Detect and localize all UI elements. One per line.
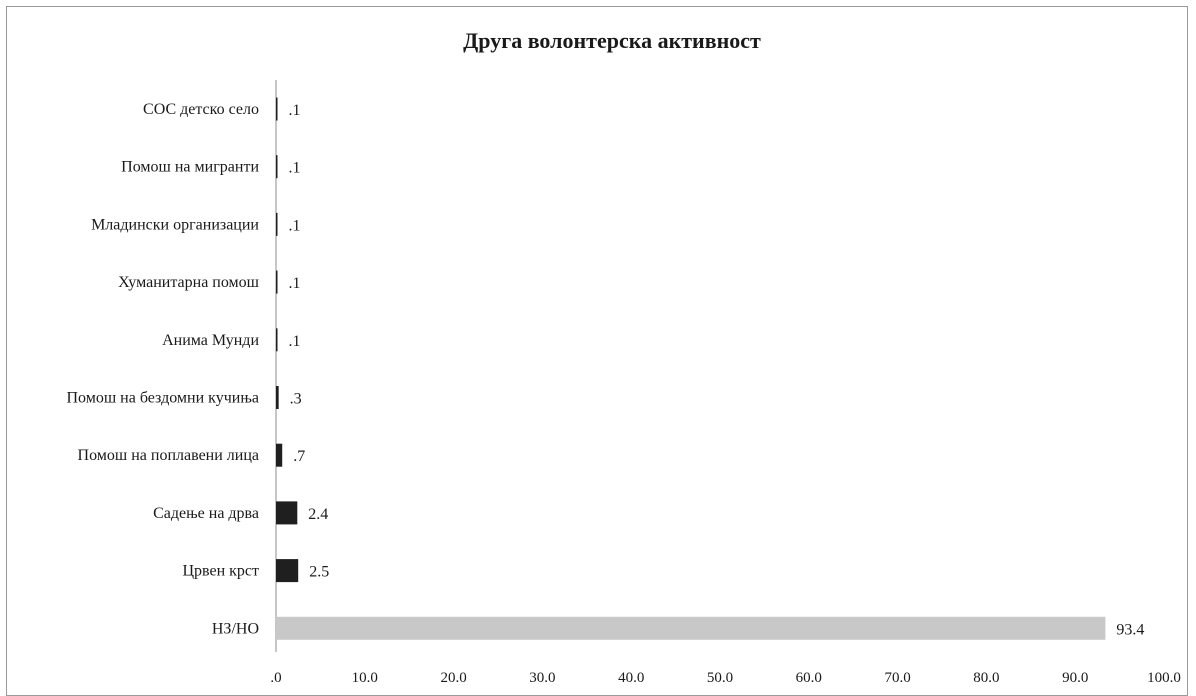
category-label: Хуманитарна помош xyxy=(118,274,260,291)
value-label: .3 xyxy=(290,391,302,408)
value-label: .7 xyxy=(293,448,305,465)
bar xyxy=(276,212,278,236)
x-tick-label: 50.0 xyxy=(707,670,733,686)
value-label: 2.4 xyxy=(308,506,328,523)
chart-title: Друга волонтерска активност xyxy=(463,28,761,53)
x-tick-label: 60.0 xyxy=(796,670,822,686)
bar xyxy=(276,559,299,583)
value-label: 2.5 xyxy=(309,564,329,581)
category-labels: СОС детско село Помош на мигранти Младинск… xyxy=(66,101,259,637)
x-tick-label: 80.0 xyxy=(973,670,999,686)
value-label: .1 xyxy=(289,160,301,177)
bar xyxy=(276,501,298,525)
category-label: Црвен крст xyxy=(182,563,259,580)
x-tick-label: 30.0 xyxy=(529,670,555,686)
bar xyxy=(276,443,283,467)
category-label: Анима Мунди xyxy=(162,332,259,349)
category-label: Младински организации xyxy=(91,216,259,233)
x-tick-labels: .0 10.0 20.0 30.0 40.0 50.0 60.0 70.0 80.0 90.0 10… xyxy=(270,670,1181,686)
value-label: .1 xyxy=(289,275,301,292)
category-label: Помош на мигранти xyxy=(121,159,259,176)
bar xyxy=(276,386,279,409)
x-tick-label: 10.0 xyxy=(352,670,378,686)
value-label: .1 xyxy=(289,102,301,119)
x-tick-label: 90.0 xyxy=(1062,670,1088,686)
bars-group xyxy=(276,97,1106,640)
category-label: Садење на дрва xyxy=(153,505,259,522)
category-label: Помош на бездомни кучиња xyxy=(66,390,259,407)
x-tick-label: 20.0 xyxy=(440,670,466,686)
category-label: Помош на поплавени лица xyxy=(78,447,259,464)
x-tick-label: 100.0 xyxy=(1147,670,1181,686)
value-label: 93.4 xyxy=(1116,621,1144,638)
bar xyxy=(276,155,278,179)
value-label: .1 xyxy=(289,217,301,234)
bar xyxy=(276,97,278,121)
x-tick-label: .0 xyxy=(270,670,281,686)
bar xyxy=(276,616,1106,640)
category-label: СОС детско село xyxy=(143,101,259,118)
x-tick-label: 40.0 xyxy=(618,670,644,686)
chart-frame xyxy=(6,6,1188,696)
category-label: НЗ/НО xyxy=(212,620,259,637)
bar xyxy=(276,328,278,352)
bar xyxy=(276,270,278,294)
value-label: .1 xyxy=(289,333,301,350)
x-tick-label: 70.0 xyxy=(884,670,910,686)
value-labels: .1 .1 .1 .1 .1 .3 .7 2.4 2.5 93.4 xyxy=(289,102,1145,638)
